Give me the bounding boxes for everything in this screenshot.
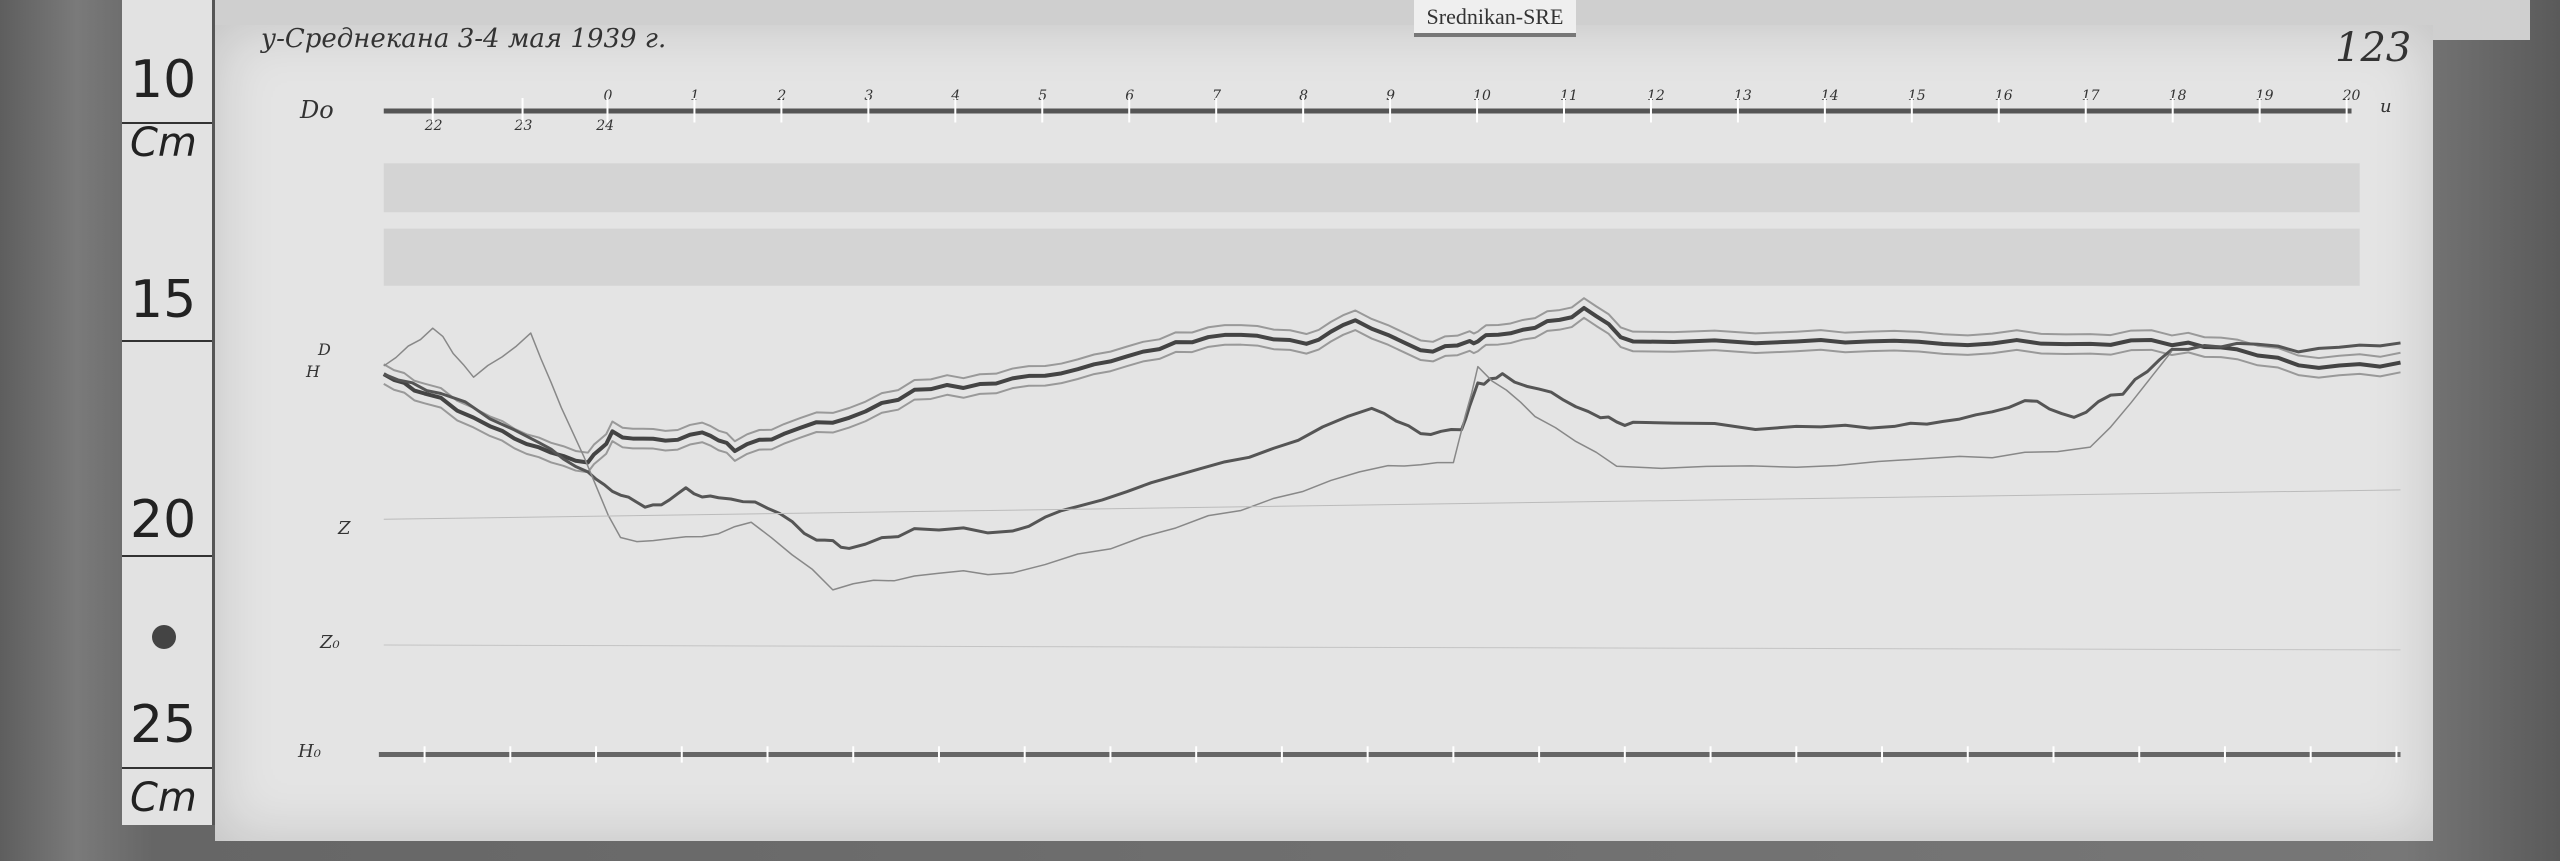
exposure-band	[383, 163, 2360, 213]
hour-label: 1	[690, 88, 700, 104]
ruler-line	[122, 340, 212, 342]
hour-label: 5	[1038, 88, 1048, 104]
trace-label-z: Z	[338, 518, 351, 539]
hour-label: 2	[777, 88, 787, 104]
trace-label-z0: Z₀	[320, 632, 340, 653]
hour-label: 4	[951, 88, 961, 104]
trace-d-halo	[383, 316, 2401, 474]
hour-label: 8	[1299, 88, 1309, 104]
trace-label-d: D	[318, 340, 331, 359]
trace-z-secondary	[383, 327, 2173, 591]
station-tag: Srednikan-SRE	[1414, 0, 1576, 37]
baseline-label-do: Do	[300, 96, 334, 124]
trace-h	[382, 305, 2401, 465]
baseline-z0	[383, 644, 2401, 651]
ruler-unit: Cm	[130, 120, 197, 166]
ruler-unit: Cm	[130, 775, 197, 821]
sheet-number: 123	[2335, 25, 2412, 71]
hour-label-previous-day: 24	[596, 118, 615, 134]
ruler-mark: 10	[130, 50, 197, 110]
hour-label: 6	[1125, 88, 1135, 104]
hour-label-previous-day: 23	[514, 118, 533, 134]
ruler-mark: 15	[130, 270, 197, 330]
ruler-mark: 20	[130, 490, 197, 550]
pin-hole	[152, 625, 176, 649]
time-axis-end-label: u	[2380, 96, 2392, 117]
magnetogram-sheet	[215, 25, 2433, 841]
hour-label: 9	[1386, 88, 1395, 104]
hour-label-previous-day: 22	[424, 118, 443, 134]
ruler-line	[122, 122, 212, 124]
trace-d-halo	[383, 297, 2401, 454]
baseline-z	[383, 489, 2401, 520]
hour-label: 0	[603, 88, 613, 104]
trace-label-h0: H₀	[298, 741, 321, 762]
trace-z	[383, 341, 2401, 550]
ruler-line	[122, 767, 212, 769]
hour-label: 7	[1212, 88, 1222, 104]
scale-ruler: 10 Cm 15 20 25 Cm	[122, 0, 215, 825]
ruler-line	[122, 555, 212, 557]
ruler-mark: 25	[130, 695, 197, 755]
exposure-band	[383, 228, 2360, 286]
hour-label: 3	[864, 88, 874, 104]
sheet-title: у-Среднекана 3-4 мая 1939 г.	[261, 24, 667, 54]
trace-label-h: H	[306, 362, 320, 381]
